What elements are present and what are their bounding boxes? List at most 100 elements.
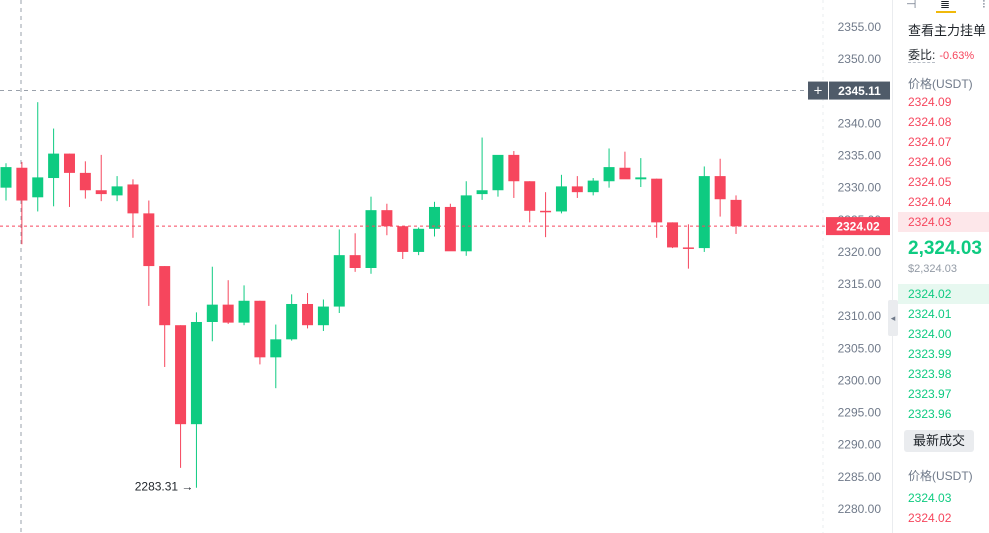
ratio-label[interactable]: 委比:	[908, 48, 936, 63]
last-price-usd: $2,324.03	[908, 263, 957, 275]
candle-body	[492, 154, 504, 191]
y-tick-label: 2335.00	[838, 149, 882, 163]
candle	[254, 300, 266, 365]
candle	[619, 151, 631, 180]
bid-row[interactable]: 2324.00	[908, 327, 952, 341]
candle-body	[444, 206, 456, 252]
candle	[714, 158, 726, 217]
price-axis[interactable]: 2355.002350.002345.002340.002335.002330.…	[838, 20, 882, 516]
candle-body	[111, 186, 123, 196]
active-tool-underline	[936, 11, 956, 13]
bid-row[interactable]: 2323.98	[908, 367, 952, 381]
candle-body	[540, 210, 552, 213]
candle	[524, 181, 536, 223]
candle	[698, 166, 710, 252]
candle-body	[524, 181, 536, 211]
candle	[48, 128, 60, 207]
y-tick-label: 2280.00	[838, 502, 882, 516]
candle-body	[48, 153, 60, 179]
candle	[127, 179, 139, 238]
y-tick-label: 2315.00	[838, 277, 882, 291]
y-tick-label: 2330.00	[838, 181, 882, 195]
candle	[587, 178, 599, 196]
ask-row[interactable]: 2324.04	[908, 195, 952, 209]
candle-body	[619, 167, 631, 180]
ask-row[interactable]: 2324.06	[908, 155, 952, 169]
bid-row[interactable]: 2323.96	[908, 407, 952, 421]
candle	[397, 226, 409, 260]
low-price-marker: 2283.31 →	[135, 480, 194, 494]
candle	[0, 163, 12, 201]
candle	[95, 154, 107, 202]
orderbook-view-both-icon[interactable]: ⊣	[906, 0, 917, 11]
candle-body	[333, 255, 345, 307]
candle-body	[254, 300, 266, 358]
candle-body	[460, 195, 472, 252]
candle	[444, 203, 456, 252]
candle	[603, 148, 615, 188]
candle	[206, 266, 218, 342]
candle-body	[349, 255, 361, 268]
collapse-handle[interactable]: ◂	[888, 300, 898, 336]
candle-body	[603, 167, 615, 182]
candle-body	[508, 154, 520, 182]
candle-body	[381, 210, 393, 227]
bid-row[interactable]: 2323.97	[908, 387, 952, 401]
candle-body	[222, 304, 234, 323]
price-column-header: 价格(USDT)	[908, 77, 973, 91]
candle-body	[428, 206, 440, 229]
main-orders-link[interactable]: 查看主力挂单	[908, 23, 987, 38]
candle	[555, 174, 567, 214]
candle	[175, 325, 187, 468]
last-price: 2,324.03	[908, 238, 982, 259]
candles-group	[0, 102, 742, 488]
ask-row[interactable]: 2324.09	[908, 95, 952, 109]
candle-body	[16, 167, 28, 201]
plus-icon[interactable]: +	[814, 83, 823, 100]
bid-row[interactable]: 2323.99	[908, 347, 952, 361]
candle	[111, 176, 123, 202]
candle-body	[397, 226, 409, 252]
candle	[16, 161, 28, 245]
candle	[508, 151, 520, 198]
bid-row[interactable]: 2324.01	[908, 307, 952, 321]
orderbook-view-bids-icon[interactable]: ≣	[940, 0, 951, 11]
ask-row[interactable]: 2324.08	[908, 115, 952, 129]
candle	[428, 201, 440, 237]
y-tick-label: 2305.00	[838, 341, 882, 355]
candle-body	[32, 177, 44, 198]
current-price-label	[826, 217, 890, 236]
candle-body	[127, 184, 139, 214]
ask-row[interactable]: 2324.05	[908, 175, 952, 189]
candle	[222, 280, 234, 324]
ask-row[interactable]: 2324.03	[898, 212, 989, 232]
candle-body	[190, 321, 202, 425]
candle	[476, 137, 488, 200]
crosshair-price-label	[829, 81, 890, 100]
candle	[286, 294, 298, 341]
bid-ask-ratio: 委比: -0.63%	[908, 46, 974, 63]
candle-body	[714, 176, 726, 200]
ask-row[interactable]: 2324.07	[908, 135, 952, 149]
candle	[238, 285, 250, 326]
candle	[333, 229, 345, 313]
orderbook-view-asks-icon[interactable]: ⁝	[982, 0, 986, 11]
candlestick-chart[interactable]: 2355.002350.002345.002340.002335.002330.…	[0, 0, 890, 533]
candle-body	[302, 303, 314, 326]
bid-row[interactable]: 2324.02	[898, 284, 989, 304]
candle-body	[667, 222, 679, 248]
candle	[413, 227, 425, 256]
latest-trades-button[interactable]: 最新成交	[904, 430, 974, 452]
candle	[460, 181, 472, 256]
candle-body	[143, 213, 155, 267]
trades-price-header: 价格(USDT)	[908, 469, 973, 483]
crosshair-price-text: 2345.11	[838, 84, 881, 98]
candle	[63, 153, 75, 207]
y-tick-label: 2290.00	[838, 438, 882, 452]
crosshair-plus-button[interactable]	[808, 81, 828, 100]
candle	[540, 192, 552, 238]
candle-body	[0, 167, 12, 188]
candle-body	[413, 228, 425, 252]
y-tick-label: 2300.00	[838, 373, 882, 387]
candle-body	[206, 304, 218, 322]
